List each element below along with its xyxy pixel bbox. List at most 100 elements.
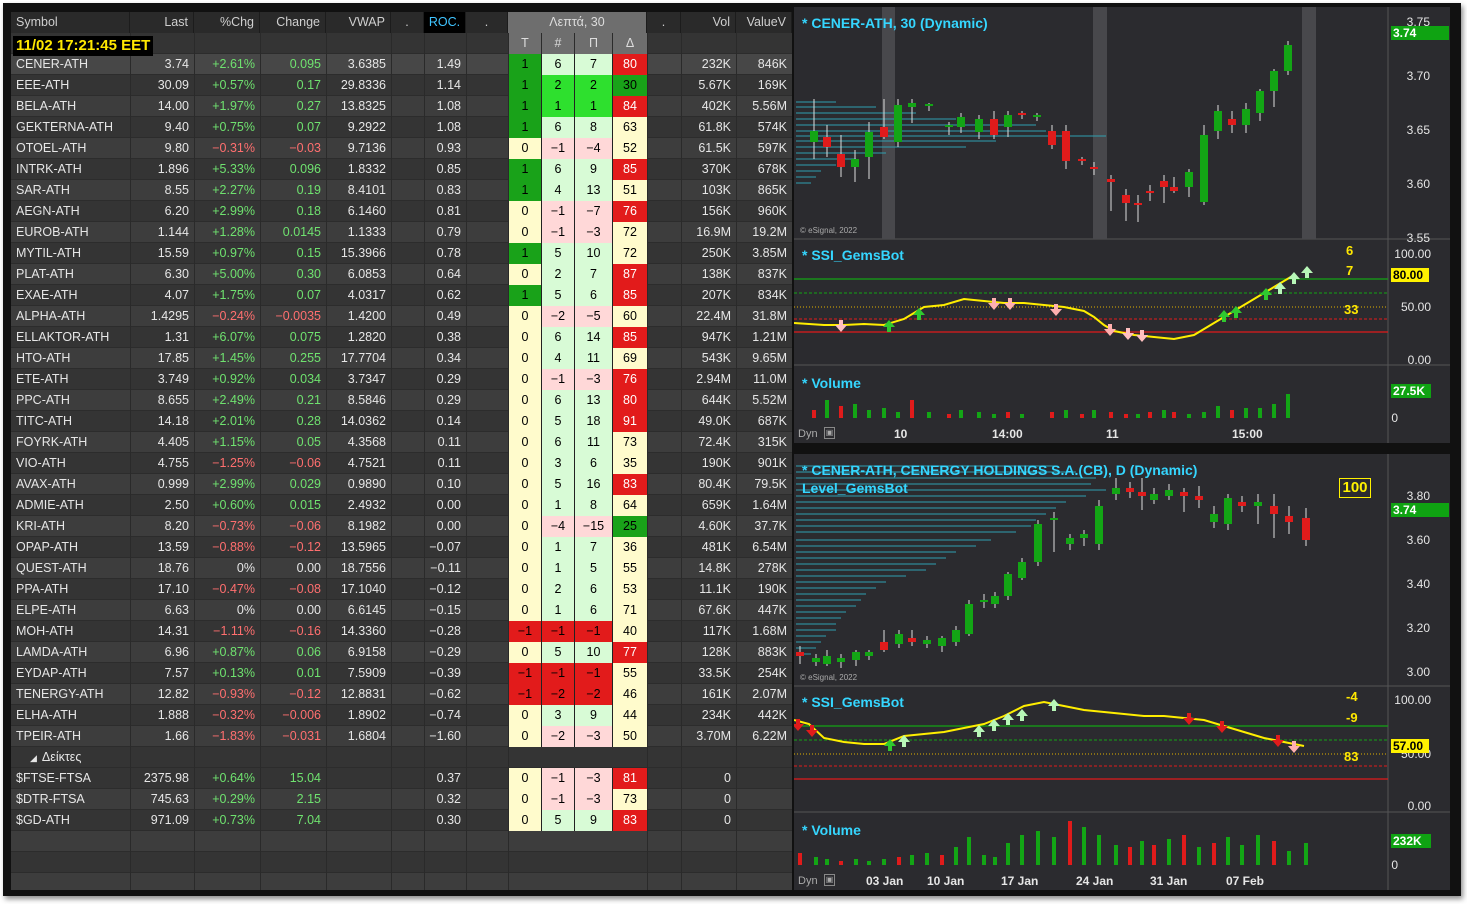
- cell-sym: PLAT-ATH: [16, 267, 74, 281]
- cell-d: 83: [612, 474, 647, 495]
- cell-sym: GEKTERNA-ATH: [16, 120, 113, 134]
- table-row[interactable]: OTOEL-ATH 9.80 −0.31% −0.03 9.7136 0.93 0 −1 −4 5…: [11, 138, 792, 159]
- table-row[interactable]: SAR-ATH 8.55 +2.27% 0.19 8.4101 0.83 1 4 13 51 103…: [11, 180, 792, 201]
- cell-vwap: 1.4200: [347, 309, 386, 323]
- candle-body: [1185, 172, 1193, 187]
- header-last[interactable]: Last: [130, 12, 194, 33]
- header-value[interactable]: ValueV: [736, 12, 792, 33]
- table-row[interactable]: OPAP-ATH 13.59 −0.88% −0.12 13.5965 −0.07 0 1 7 3…: [11, 537, 792, 558]
- table-row[interactable]: PLAT-ATH 6.30 +5.00% 0.30 6.0853 0.64 0 2 7 87 138…: [11, 264, 792, 285]
- candle-body: [1214, 111, 1222, 131]
- header-roc[interactable]: ROC.: [424, 12, 466, 33]
- cell-sym: ELPE-ATH: [16, 603, 77, 617]
- header-sep-2[interactable]: .: [466, 12, 508, 33]
- cell-vwap: 1.8902: [347, 708, 386, 722]
- cell-roc: −0.39: [429, 666, 461, 680]
- table-row[interactable]: $GD-ATH 971.09 +0.73% 7.04 0.30 0 5 9 83 0: [11, 810, 792, 831]
- cell-t: 0: [508, 306, 541, 327]
- ssi-axis-label: 100.00: [1394, 693, 1431, 707]
- cell-t: 0: [508, 516, 541, 537]
- table-row[interactable]: KRI-ATH 8.20 −0.73% −0.06 8.1982 0.00 0 −4 −15 25…: [11, 516, 792, 537]
- candle-body: [796, 652, 804, 656]
- cell-pct: +2.49%: [212, 393, 255, 407]
- sub-header-p: Π: [574, 33, 612, 54]
- quote-table[interactable]: Symbol Last %Chg Change VWAP. ROC.. Λεπτά, 30.…: [11, 12, 792, 890]
- cell-vwap: 3.7347: [347, 372, 386, 386]
- table-row[interactable]: FOYRK-ATH 4.405 +1.15% 0.05 4.3568 0.11 0 6 11 73…: [11, 432, 792, 453]
- cell-last: 6.20: [164, 204, 189, 218]
- header-vwap[interactable]: VWAP: [326, 12, 391, 33]
- chart-canvas: [794, 454, 1450, 890]
- cell-vwap: 8.4101: [347, 183, 386, 197]
- table-row[interactable]: EXAE-ATH 4.07 +1.75% 0.07 4.0317 0.62 1 5 6 85 207…: [11, 285, 792, 306]
- table-row[interactable]: GEKTERNA-ATH 9.40 +0.75% 0.07 9.2922 1.08 1 6 8 6…: [11, 117, 792, 138]
- cell-vwap: 6.0853: [347, 267, 386, 281]
- table-row[interactable]: ELHA-ATH 1.888 −0.32% −0.006 1.8902 −0.74 0 3 9 4…: [11, 705, 792, 726]
- table-row[interactable]: MOH-ATH 14.31 −1.11% −0.16 14.3360 −0.28 −1 −1−…: [11, 621, 792, 642]
- header-sep-1[interactable]: .: [391, 12, 424, 33]
- cell-sym: EYDAP-ATH: [16, 666, 87, 680]
- cell-val: 678K: [757, 162, 787, 176]
- intraday-chart[interactable]: 3.75 3.70 3.65 3.60 3.55 3.74 100.00 50.00 0.00 8…: [794, 7, 1450, 443]
- table-row[interactable]: TENERGY-ATH 12.82 −0.93% −0.12 12.8831 −0.62 −…: [11, 684, 792, 705]
- lock-icon[interactable]: ▣: [824, 874, 835, 886]
- table-row[interactable]: ALPHA-ATH 1.4295 −0.24% −0.0035 1.4200 0.49 0−…: [11, 306, 792, 327]
- cell-pct: −1.25%: [212, 456, 255, 470]
- cell-d: 76: [612, 201, 647, 222]
- cell-vwap: [326, 768, 391, 789]
- cell-d: 76: [612, 369, 647, 390]
- table-row[interactable]: PPA-ATH 17.10 −0.47% −0.08 17.1040 −0.12 0 2 6 53…: [11, 579, 792, 600]
- table-row[interactable]: CENER-ATH 3.74 +2.61% 0.095 3.6385 1.49 1 6 7 80 2…: [11, 54, 792, 75]
- lock-icon[interactable]: ▣: [824, 427, 835, 439]
- cell-val: [736, 768, 792, 789]
- table-row[interactable]: ETE-ATH 3.749 +0.92% 0.034 3.7347 0.29 0 −1 −3 76…: [11, 369, 792, 390]
- header-pct-change[interactable]: %Chg: [194, 12, 260, 33]
- table-row[interactable]: QUEST-ATH 18.76 0% 0.00 18.7556 −0.11 0 1 5 55 14.…: [11, 558, 792, 579]
- cell-sym: BELA-ATH: [16, 99, 77, 113]
- volume-bar: [1080, 414, 1084, 418]
- table-row[interactable]: ADMIE-ATH 2.50 +0.60% 0.015 2.4932 0.00 0 1 8 64 6…: [11, 495, 792, 516]
- cell-p: 9: [574, 810, 612, 831]
- header-interval[interactable]: Λεπτά, 30: [508, 12, 647, 33]
- table-row[interactable]: EUROB-ATH 1.144 +1.28% 0.0145 1.1333 0.79 0 −1−…: [11, 222, 792, 243]
- table-row[interactable]: AVAX-ATH 0.999 +2.99% 0.029 0.9890 0.10 0 5 16 83…: [11, 474, 792, 495]
- table-row[interactable]: EEE-ATH 30.09 +0.57% 0.17 29.8336 1.14 1 2 2 30 5.…: [11, 75, 792, 96]
- header-volume[interactable]: Vol: [681, 12, 736, 33]
- table-row[interactable]: ELPE-ATH 6.63 0% 0.00 6.6145 −0.15 0 1 6 71 67.6K 4…: [11, 600, 792, 621]
- table-row[interactable]: TITC-ATH 14.18 +2.01% 0.28 14.0362 0.14 0 5 18 91…: [11, 411, 792, 432]
- table-row[interactable]: LAMDA-ATH 6.96 +0.87% 0.06 6.9158 −0.29 0 5 10 77…: [11, 642, 792, 663]
- daily-chart[interactable]: 3.80 3.60 3.40 3.20 3.00 3.74 100.00 50.00 0.00 5…: [794, 454, 1450, 890]
- cell-roc: 1.49: [436, 57, 461, 71]
- session-shade: [1302, 7, 1316, 239]
- table-row[interactable]: ELLAKTOR-ATH 1.31 +6.07% 0.075 1.2820 0.38 0 6 1…: [11, 327, 792, 348]
- time-axis-label: 31 Jan: [1150, 874, 1188, 888]
- table-row[interactable]: $FTSE-FTSA 2375.98 +0.64% 15.04 0.37 0 −1 −3 81 0: [11, 768, 792, 789]
- ssi-signal-number: 33: [1344, 302, 1359, 317]
- table-row[interactable]: HTO-ATH 17.85 +1.45% 0.255 17.7704 0.34 0 4 11 69…: [11, 348, 792, 369]
- cell-t: 0: [508, 537, 541, 558]
- collapse-arrow-icon[interactable]: ◢: [30, 753, 37, 763]
- group-header[interactable]: ◢ Δείκτες: [11, 747, 792, 768]
- header-symbol[interactable]: Symbol: [11, 12, 130, 33]
- header-change[interactable]: Change: [260, 12, 326, 33]
- header-sep-3[interactable]: .: [647, 12, 681, 33]
- cell-chg: 0.255: [289, 351, 321, 365]
- cell-vol: 659K: [701, 498, 731, 512]
- table-row[interactable]: EYDAP-ATH 7.57 +0.13% 0.01 7.5909 −0.39 −1 −1 −1…: [11, 663, 792, 684]
- candle-body: [965, 604, 973, 634]
- table-row[interactable]: PPC-ATH 8.655 +2.49% 0.21 8.5846 0.29 0 6 13 80 64…: [11, 390, 792, 411]
- table-row[interactable]: TPEIR-ATH 1.66 −1.83% −0.031 1.6804 −1.60 0 −2−…: [11, 726, 792, 747]
- candle-body: [957, 117, 965, 127]
- table-row[interactable]: INTRK-ATH 1.896 +5.33% 0.096 1.8332 0.85 1 6 9 85…: [11, 159, 792, 180]
- table-row[interactable]: $DTR-FTSA 745.63 +0.29% 2.15 0.32 0 −1 −3 73 0: [11, 789, 792, 810]
- table-row[interactable]: AEGN-ATH 6.20 +2.99% 0.18 6.1460 0.81 0 −1 −7 76 1…: [11, 201, 792, 222]
- cell-d: 80: [612, 390, 647, 411]
- table-row[interactable]: BELA-ATH 14.00 +1.97% 0.27 13.8325 1.08 1 1 1 84 4…: [11, 96, 792, 117]
- table-row[interactable]: VIO-ATH 4.755 −1.25% −0.06 4.7521 0.11 0 3 6 35 19…: [11, 453, 792, 474]
- table-row[interactable]: MYTIL-ATH 15.59 +0.97% 0.15 15.3966 0.78 1 5 10 7…: [11, 243, 792, 264]
- cell-val: 1.68M: [752, 624, 787, 638]
- volume-bar: [925, 853, 929, 865]
- cell-last: 1.888: [157, 708, 189, 722]
- volume-bar: [992, 414, 996, 418]
- time-axis-label: 10 Jan: [927, 874, 965, 888]
